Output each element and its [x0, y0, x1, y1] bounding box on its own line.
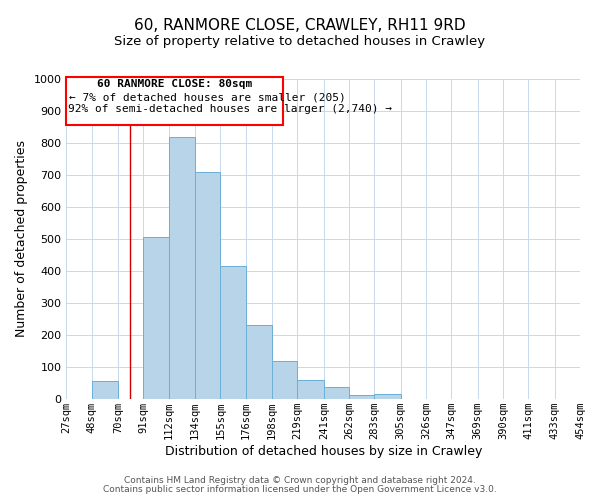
Bar: [220, 266, 245, 398]
Bar: [143, 237, 169, 398]
Bar: [374, 394, 401, 398]
Text: Contains public sector information licensed under the Open Government Licence v3: Contains public sector information licen…: [103, 485, 497, 494]
Text: ← 7% of detached houses are smaller (205): ← 7% of detached houses are smaller (205…: [70, 92, 346, 102]
Bar: [245, 324, 272, 398]
Text: 60, RANMORE CLOSE, CRAWLEY, RH11 9RD: 60, RANMORE CLOSE, CRAWLEY, RH11 9RD: [134, 18, 466, 32]
Bar: [92, 381, 118, 398]
Bar: [169, 136, 195, 398]
Bar: [195, 172, 220, 398]
Text: 92% of semi-detached houses are larger (2,740) →: 92% of semi-detached houses are larger (…: [68, 104, 392, 115]
Y-axis label: Number of detached properties: Number of detached properties: [15, 140, 28, 338]
Text: 60 RANMORE CLOSE: 80sqm: 60 RANMORE CLOSE: 80sqm: [97, 80, 252, 90]
Bar: [324, 388, 349, 398]
Bar: [349, 396, 374, 398]
Text: Contains HM Land Registry data © Crown copyright and database right 2024.: Contains HM Land Registry data © Crown c…: [124, 476, 476, 485]
X-axis label: Distribution of detached houses by size in Crawley: Distribution of detached houses by size …: [164, 444, 482, 458]
Bar: [298, 380, 324, 398]
Text: Size of property relative to detached houses in Crawley: Size of property relative to detached ho…: [115, 35, 485, 48]
Bar: [272, 362, 298, 399]
